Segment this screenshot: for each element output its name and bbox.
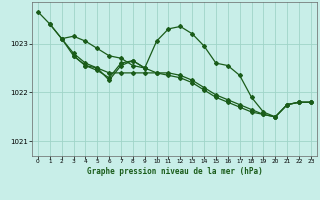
X-axis label: Graphe pression niveau de la mer (hPa): Graphe pression niveau de la mer (hPa) xyxy=(86,167,262,176)
